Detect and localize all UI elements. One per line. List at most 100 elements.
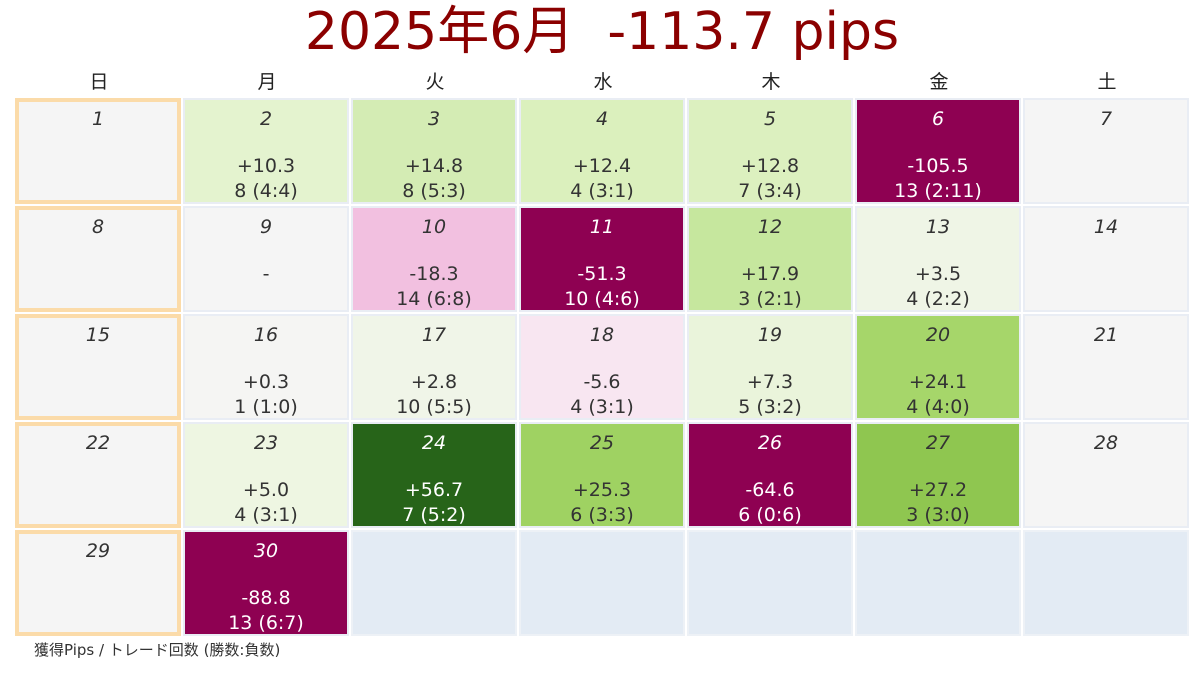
pips-value: +10.3 <box>236 155 296 177</box>
pips-value: +56.7 <box>404 479 464 501</box>
pips-value: +0.3 <box>242 371 290 393</box>
weekday-label: 土 <box>1097 71 1117 93</box>
day-cell: 29 <box>15 530 181 636</box>
day-cell: 23 +5.0 4 (3:1) <box>183 422 349 528</box>
trade-count: 7 (3:4) <box>738 180 802 202</box>
day-number: 18 <box>589 324 615 346</box>
day-cell: 3 +14.8 8 (5:3) <box>351 98 517 204</box>
trade-count: 13 (2:11) <box>894 180 982 202</box>
day-number: 19 <box>757 324 783 346</box>
day-cell: 30 -88.8 13 (6:7) <box>183 530 349 636</box>
day-cell: 2 +10.3 8 (4:4) <box>183 98 349 204</box>
day-cell: 1 <box>15 98 181 204</box>
trade-count: 5 (3:2) <box>738 396 802 418</box>
day-number: 29 <box>85 540 111 562</box>
trade-count: 6 (0:6) <box>738 504 802 526</box>
day-cell: 28 <box>1023 422 1189 528</box>
trade-count: 4 (3:1) <box>570 180 634 202</box>
pips-value: +7.3 <box>746 371 794 393</box>
day-number: 25 <box>589 432 615 454</box>
day-cell: 27 +27.2 3 (3:0) <box>855 422 1021 528</box>
legend-note: 獲得Pips / トレード回数 (勝数:負数) <box>34 641 281 659</box>
day-number: 11 <box>589 216 615 238</box>
weekday-label: 火 <box>425 71 445 93</box>
day-cell: 15 <box>15 314 181 420</box>
day-cell: 10 -18.3 14 (6:8) <box>351 206 517 312</box>
empty-cell <box>687 530 853 636</box>
weekday-label: 日 <box>89 71 109 93</box>
trade-count: 14 (6:8) <box>396 288 472 310</box>
day-number: 12 <box>757 216 783 238</box>
day-cell: 19 +7.3 5 (3:2) <box>687 314 853 420</box>
day-number: 3 <box>427 108 441 130</box>
day-number: 8 <box>91 216 105 238</box>
day-number: 1 <box>91 108 105 130</box>
day-number: 28 <box>1093 432 1119 454</box>
day-cell: 4 +12.4 4 (3:1) <box>519 98 685 204</box>
day-number: 24 <box>421 432 447 454</box>
day-number: 17 <box>421 324 447 346</box>
trade-count: 4 (4:0) <box>906 396 970 418</box>
day-number: 15 <box>85 324 111 346</box>
pips-value: -64.6 <box>745 479 795 501</box>
day-cell: 26 -64.6 6 (0:6) <box>687 422 853 528</box>
pips-value: -88.8 <box>241 587 291 609</box>
pips-value: -51.3 <box>577 263 627 285</box>
trade-count: 10 (5:5) <box>396 396 472 418</box>
trade-count: 4 (2:2) <box>906 288 970 310</box>
day-cell: 25 +25.3 6 (3:3) <box>519 422 685 528</box>
day-cell: 12 +17.9 3 (2:1) <box>687 206 853 312</box>
trade-count: 8 (4:4) <box>234 180 298 202</box>
weekday-label: 金 <box>929 71 949 93</box>
day-cell: 21 <box>1023 314 1189 420</box>
weekday-label: 木 <box>761 71 781 93</box>
pips-value: +3.5 <box>914 263 962 285</box>
day-number: 4 <box>595 108 609 130</box>
pips-value: +14.8 <box>404 155 464 177</box>
day-number: 16 <box>253 324 279 346</box>
pips-value: - <box>262 263 270 285</box>
day-cell: 13 +3.5 4 (2:2) <box>855 206 1021 312</box>
pips-value: +24.1 <box>908 371 968 393</box>
trade-count: 13 (6:7) <box>228 612 304 634</box>
pips-value: -105.5 <box>907 155 969 177</box>
empty-cell <box>855 530 1021 636</box>
day-number: 27 <box>925 432 951 454</box>
trade-count: 8 (5:3) <box>402 180 466 202</box>
day-number: 30 <box>253 540 279 562</box>
trade-count: 7 (5:2) <box>402 504 466 526</box>
chart-title: 2025年6月 -113.7 pips <box>304 2 900 62</box>
pips-value: -18.3 <box>409 263 459 285</box>
trade-count: 6 (3:3) <box>570 504 634 526</box>
day-number: 21 <box>1093 324 1119 346</box>
day-cell: 24 +56.7 7 (5:2) <box>351 422 517 528</box>
weekday-label: 月 <box>257 71 277 93</box>
pips-value: -5.6 <box>583 371 621 393</box>
day-cell: 22 <box>15 422 181 528</box>
pips-value: +12.8 <box>740 155 800 177</box>
day-cell: 11 -51.3 10 (4:6) <box>519 206 685 312</box>
day-cell: 17 +2.8 10 (5:5) <box>351 314 517 420</box>
day-number: 2 <box>259 108 273 130</box>
day-cell: 8 <box>15 206 181 312</box>
day-cell: 18 -5.6 4 (3:1) <box>519 314 685 420</box>
trade-count: 1 (1:0) <box>234 396 298 418</box>
empty-cell <box>519 530 685 636</box>
pips-value: +17.9 <box>740 263 800 285</box>
day-number: 5 <box>763 108 777 130</box>
day-cell: 9- <box>183 206 349 312</box>
trade-count: 3 (3:0) <box>906 504 970 526</box>
trade-count: 10 (4:6) <box>564 288 640 310</box>
pips-value: +25.3 <box>572 479 632 501</box>
day-cell: 7 <box>1023 98 1189 204</box>
day-cell: 20 +24.1 4 (4:0) <box>855 314 1021 420</box>
pips-value: +5.0 <box>242 479 290 501</box>
day-cell: 14 <box>1023 206 1189 312</box>
trade-count: 4 (3:1) <box>234 504 298 526</box>
empty-cell <box>1023 530 1189 636</box>
pips-value: +2.8 <box>410 371 458 393</box>
day-number: 9 <box>259 216 273 238</box>
day-number: 14 <box>1093 216 1119 238</box>
day-cell: 5 +12.8 7 (3:4) <box>687 98 853 204</box>
trade-count: 3 (2:1) <box>738 288 802 310</box>
